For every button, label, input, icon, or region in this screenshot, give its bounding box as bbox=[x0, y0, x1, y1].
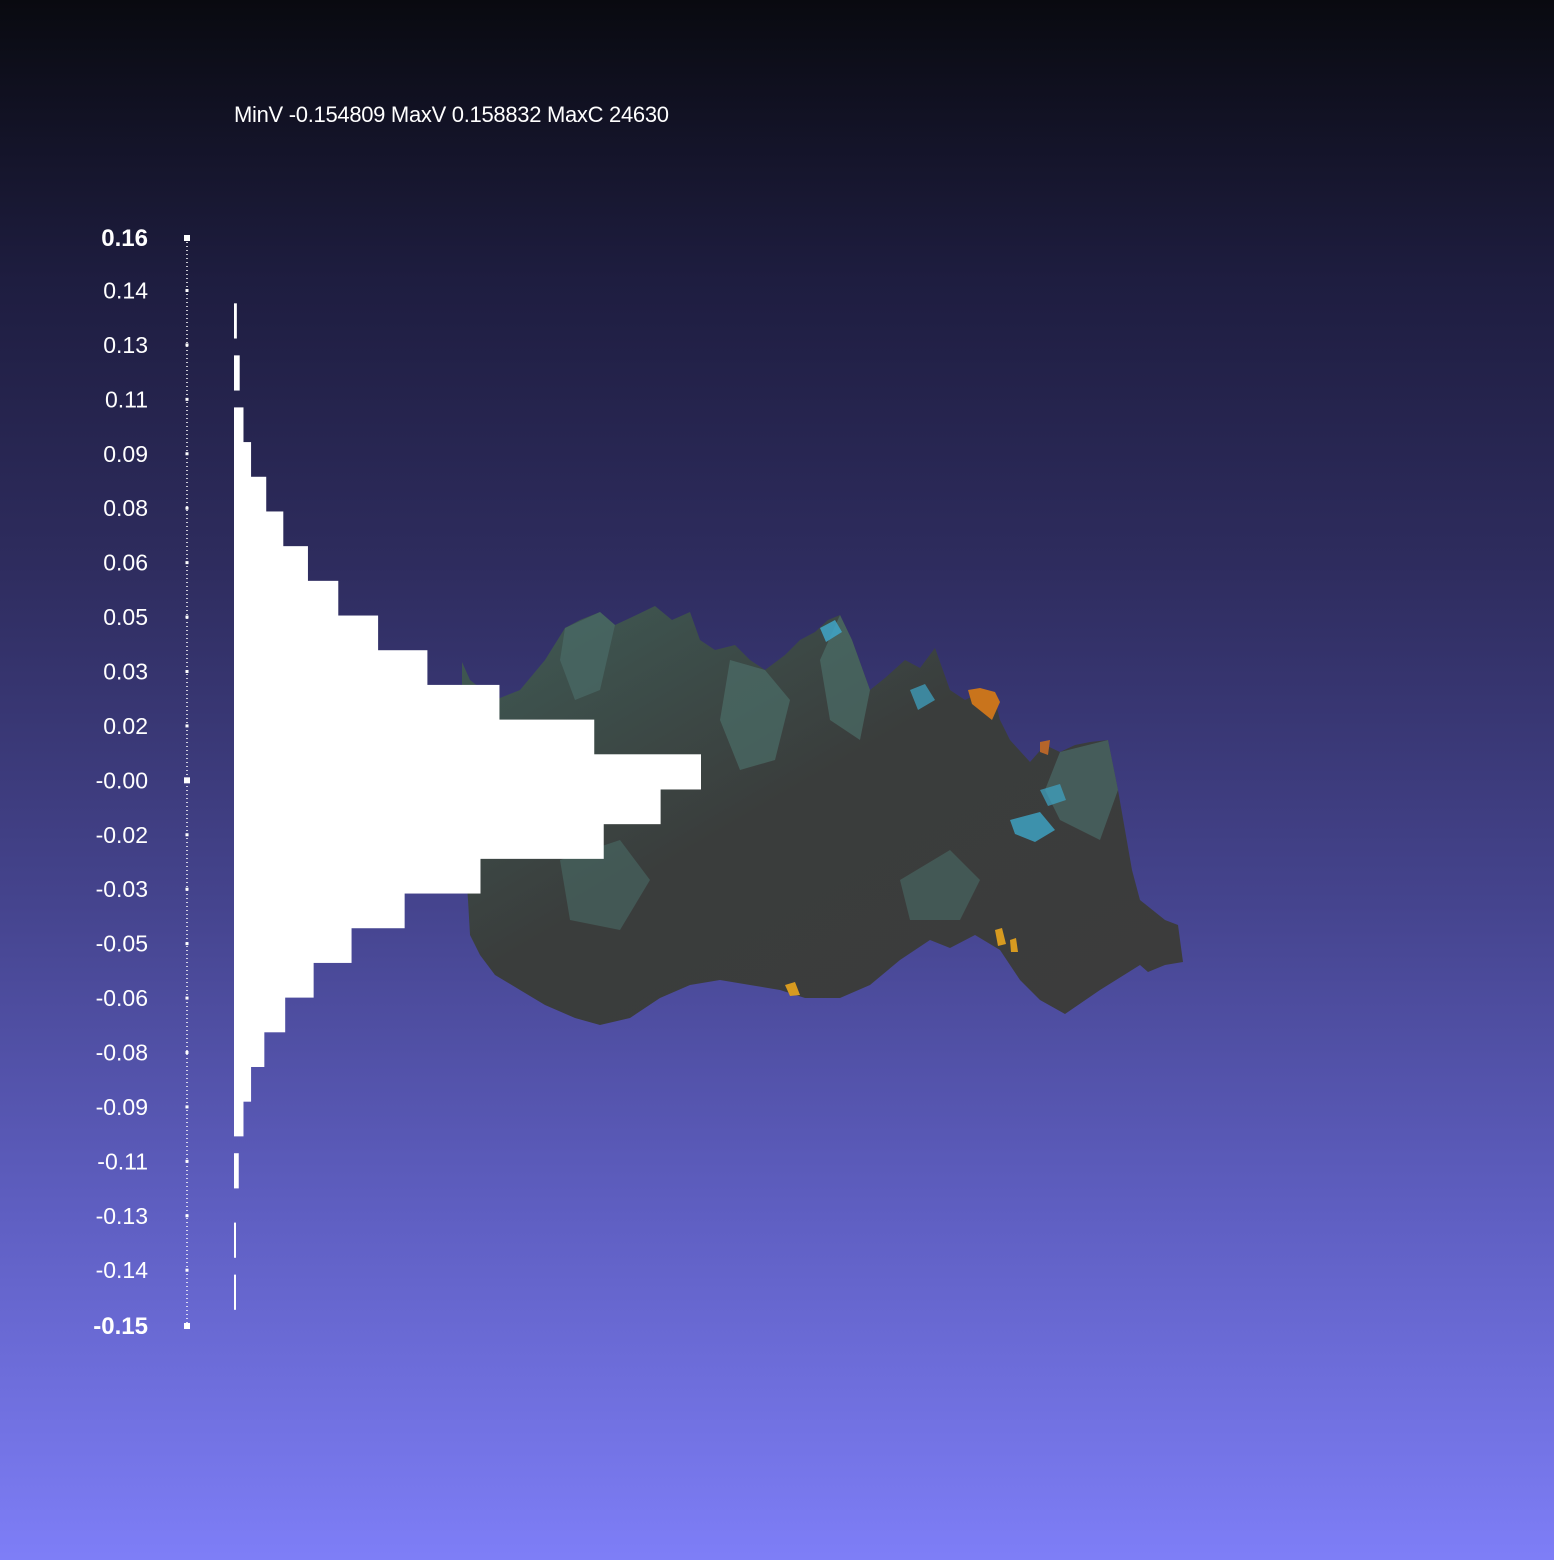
mesh-orange-1 bbox=[968, 688, 1000, 720]
axis-ticks: 0.16 0.14 0.13 0.11 0.09 0.08 0.06 0.05 0.03 0.02… bbox=[93, 225, 190, 1340]
mesh-cyan-1 bbox=[820, 620, 842, 642]
tick-mark bbox=[185, 724, 189, 728]
tick-label: 0.06 bbox=[103, 550, 148, 576]
tick-mark bbox=[185, 452, 189, 456]
tick-mark bbox=[185, 561, 189, 565]
tick-label: 0.02 bbox=[103, 713, 148, 739]
histogram-bar bbox=[234, 719, 595, 755]
mesh-orange-5 bbox=[1040, 740, 1050, 755]
tick-label: 0.09 bbox=[103, 441, 148, 467]
tick-label: -0.11 bbox=[97, 1148, 148, 1174]
histogram-bar bbox=[234, 927, 352, 963]
mesh-highlight-3 bbox=[820, 615, 870, 740]
histogram-bar bbox=[234, 650, 428, 686]
mesh-body bbox=[462, 606, 1183, 1025]
histogram-bar bbox=[234, 1274, 236, 1310]
histogram-bar bbox=[234, 893, 405, 929]
mesh-cyan-4 bbox=[1040, 784, 1066, 806]
histogram-bar bbox=[234, 997, 286, 1033]
mesh-highlight-5 bbox=[900, 850, 980, 920]
histogram-bar bbox=[234, 1101, 244, 1137]
tick-label: -0.02 bbox=[96, 822, 148, 848]
histogram-bar bbox=[234, 580, 339, 617]
histogram-bar bbox=[234, 442, 252, 478]
tick-mark bbox=[184, 777, 190, 784]
histogram-bar bbox=[234, 788, 661, 825]
tick-label: 0.05 bbox=[103, 604, 148, 630]
tick-label: -0.14 bbox=[96, 1257, 149, 1283]
tick-label: 0.08 bbox=[103, 495, 148, 521]
histogram-bar bbox=[234, 511, 284, 547]
mesh-highlight-1 bbox=[560, 612, 615, 700]
mesh-highlight-4 bbox=[1045, 740, 1118, 840]
histogram-bar bbox=[234, 1153, 239, 1189]
tick-mark bbox=[185, 343, 189, 347]
histogram-bar bbox=[234, 546, 308, 582]
mesh-highlight-6 bbox=[560, 840, 650, 930]
tick-label: -0.03 bbox=[96, 876, 148, 902]
stats-readout: MinV -0.154809 MaxV 0.158832 MaxC 24630 bbox=[234, 102, 669, 127]
tick-mark bbox=[184, 1323, 190, 1329]
histogram-bars bbox=[234, 303, 701, 1310]
histogram-bar bbox=[234, 303, 237, 339]
histogram-bar bbox=[234, 476, 267, 512]
tick-mark bbox=[185, 288, 189, 292]
histogram-bar bbox=[234, 615, 379, 651]
mesh-cyan-3 bbox=[910, 684, 935, 710]
histogram-bar bbox=[234, 1222, 236, 1258]
tick-mark bbox=[185, 669, 189, 673]
histogram-bar bbox=[234, 684, 500, 721]
tick-label: -0.15 bbox=[93, 1313, 148, 1340]
histogram-bar bbox=[234, 754, 701, 790]
tick-mark bbox=[184, 235, 190, 241]
mesh-orange-2 bbox=[995, 928, 1006, 946]
tick-mark bbox=[185, 397, 189, 401]
tick-label: 0.11 bbox=[105, 386, 148, 412]
histogram-bar bbox=[234, 858, 481, 894]
tick-mark bbox=[185, 506, 189, 510]
tick-label: -0.05 bbox=[96, 931, 148, 957]
tick-label: 0.13 bbox=[103, 332, 148, 358]
tick-label: -0.08 bbox=[96, 1039, 148, 1065]
tick-mark bbox=[185, 833, 189, 837]
histogram-bar bbox=[234, 1031, 265, 1067]
histogram-bar bbox=[234, 355, 240, 391]
tick-label: -0.09 bbox=[96, 1094, 148, 1120]
tick-mark bbox=[185, 1105, 189, 1109]
tick-label: -0.13 bbox=[96, 1203, 148, 1229]
mesh-cyan-2 bbox=[1010, 812, 1055, 842]
tick-label: 0.14 bbox=[103, 277, 148, 303]
histogram-bar bbox=[234, 407, 244, 443]
tick-label: -0.00 bbox=[96, 767, 148, 793]
histogram-bar bbox=[234, 823, 604, 859]
tick-mark bbox=[185, 1159, 189, 1163]
mesh-orange-4 bbox=[785, 982, 800, 996]
mesh-highlight-2 bbox=[720, 660, 790, 770]
tick-mark bbox=[185, 887, 189, 891]
tick-label: -0.06 bbox=[96, 985, 148, 1011]
tick-label: 0.03 bbox=[103, 658, 148, 684]
mesh-orange-3 bbox=[1010, 938, 1018, 952]
tick-mark bbox=[185, 1214, 189, 1218]
tick-mark bbox=[185, 996, 189, 1000]
histogram-bar bbox=[234, 962, 314, 998]
histogram-bar bbox=[234, 1066, 252, 1102]
tick-mark bbox=[185, 942, 189, 946]
tick-mark bbox=[185, 615, 189, 619]
tick-mark bbox=[185, 1050, 189, 1054]
tick-label: 0.16 bbox=[101, 225, 148, 252]
tick-mark bbox=[185, 1268, 189, 1272]
